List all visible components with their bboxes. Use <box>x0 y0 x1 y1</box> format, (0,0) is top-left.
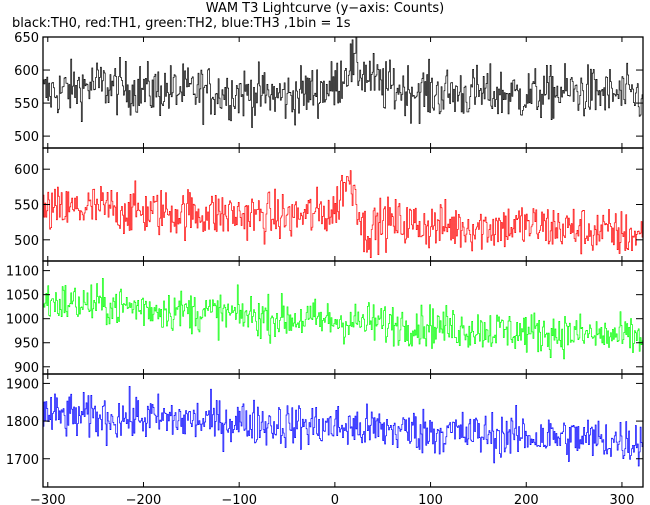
y-tick-label: 1100 <box>6 265 39 280</box>
y-tick-label: 1900 <box>6 377 39 392</box>
x-tick-label: −200 <box>126 493 162 505</box>
x-tick-label: −100 <box>221 493 257 505</box>
y-tick-label: 1050 <box>6 289 39 304</box>
series-th2 <box>43 277 643 360</box>
panel-frame <box>42 373 644 488</box>
y-tick-label: 1800 <box>6 415 39 430</box>
chart-subtitle: black:TH0, red:TH1, green:TH2, blue:TH3 … <box>12 16 351 31</box>
y-tick-label: 900 <box>14 361 39 376</box>
panel-th1: 500 550 600 <box>14 147 644 262</box>
panel-th2: 900 950 1000 1050 1100 <box>6 260 644 376</box>
chart-title: WAM T3 Lightcurve (y−axis: Counts) <box>205 1 445 16</box>
series-th3 <box>43 385 643 467</box>
x-tick-label: 200 <box>514 493 539 505</box>
x-tick-label: 0 <box>331 493 339 505</box>
y-tick-label: 1000 <box>6 313 39 328</box>
x-tick-label: −300 <box>30 493 66 505</box>
y-tick-label: 950 <box>14 337 39 352</box>
y-tick-label: 500 <box>14 130 39 145</box>
x-tick-label: 300 <box>610 493 635 505</box>
series-th0 <box>43 37 643 128</box>
y-tick-label: 550 <box>14 97 39 112</box>
panel-th3: 1700 1800 1900 <box>6 373 644 488</box>
y-tick-label: 600 <box>14 64 39 79</box>
y-tick-label: 1700 <box>6 453 39 468</box>
panel-frame <box>42 260 644 375</box>
series-th1 <box>43 170 643 258</box>
x-tick-label: 100 <box>418 493 443 505</box>
y-tick-label: 550 <box>14 199 39 214</box>
panel-th0: 500 550 600 650 <box>14 31 644 149</box>
y-tick-label: 600 <box>14 163 39 178</box>
y-tick-label: 650 <box>14 31 39 46</box>
y-tick-label: 500 <box>14 234 39 249</box>
